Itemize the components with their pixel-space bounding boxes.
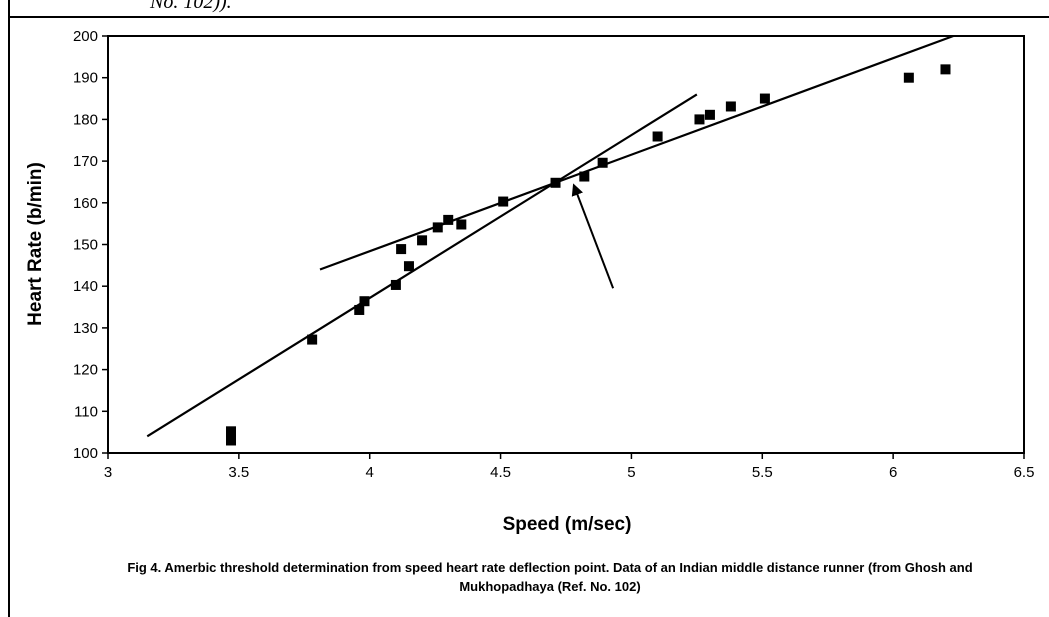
y-tick-label: 190	[73, 70, 98, 87]
fit-line	[146, 93, 698, 438]
deflection-point-annotation	[571, 183, 615, 289]
data-point	[597, 157, 608, 168]
regression-lines	[146, 34, 954, 438]
x-tick-label: 6	[889, 464, 897, 481]
data-point	[759, 93, 770, 104]
data-point	[226, 435, 237, 446]
data-point	[579, 171, 590, 182]
deflection-arrow	[571, 183, 615, 289]
y-tick-label: 120	[73, 362, 98, 379]
y-axis-title: Heart Rate (b/min)	[25, 162, 46, 326]
data-point	[403, 261, 414, 272]
x-axis-title: Speed (m/sec)	[503, 514, 632, 535]
y-tick-label: 180	[73, 111, 98, 128]
data-point	[903, 72, 914, 83]
x-tick-label: 5	[627, 464, 635, 481]
data-point	[307, 334, 318, 345]
x-tick-label: 4	[366, 464, 374, 481]
y-tick-label: 150	[73, 237, 98, 254]
top-text-fragment: No. 102)).	[150, 0, 232, 13]
data-point	[940, 64, 951, 75]
page-frame-left-border	[8, 0, 10, 617]
x-tick-label: 5.5	[752, 464, 773, 481]
data-point	[226, 426, 237, 437]
y-tick-label: 130	[73, 320, 98, 337]
y-tick-label: 100	[73, 445, 98, 462]
y-axis: 100 110 120 130 140 150 160 170 180 190 200	[73, 28, 108, 462]
y-tick-label: 170	[73, 153, 98, 170]
figure-caption: Fig 4. Amerbic threshold determination f…	[127, 560, 973, 594]
x-tick-label: 3.5	[228, 464, 249, 481]
data-point	[396, 244, 407, 255]
data-point	[652, 131, 663, 142]
x-tick-label: 6.5	[1014, 464, 1035, 481]
data-point	[390, 279, 401, 290]
data-point	[432, 222, 443, 233]
speed-heart-rate-chart: 100 110 120 130 140 150 160 170 180 190 200 3 3.5 4 4…	[25, 28, 1035, 535]
x-tick-label: 3	[104, 464, 112, 481]
data-point	[550, 177, 561, 188]
data-point	[704, 109, 715, 120]
y-tick-label: 110	[74, 403, 98, 420]
plot-border	[107, 35, 1025, 454]
data-points	[226, 64, 951, 446]
page-frame-top-border	[8, 16, 1049, 18]
y-tick-label: 200	[73, 28, 98, 45]
data-point	[417, 235, 428, 246]
plot-area	[107, 35, 1025, 454]
data-point	[443, 214, 454, 225]
data-point	[354, 304, 365, 315]
y-tick-label: 160	[73, 195, 98, 212]
data-point	[694, 114, 705, 125]
fit-line	[319, 34, 954, 271]
x-axis: 3 3.5 4 4.5 5 5.5 6 6.5	[104, 453, 1035, 481]
data-point	[725, 101, 736, 112]
x-tick-label: 4.5	[490, 464, 511, 481]
data-point	[456, 219, 467, 230]
data-point	[498, 196, 509, 207]
y-tick-label: 140	[73, 278, 98, 295]
data-point	[359, 296, 370, 307]
